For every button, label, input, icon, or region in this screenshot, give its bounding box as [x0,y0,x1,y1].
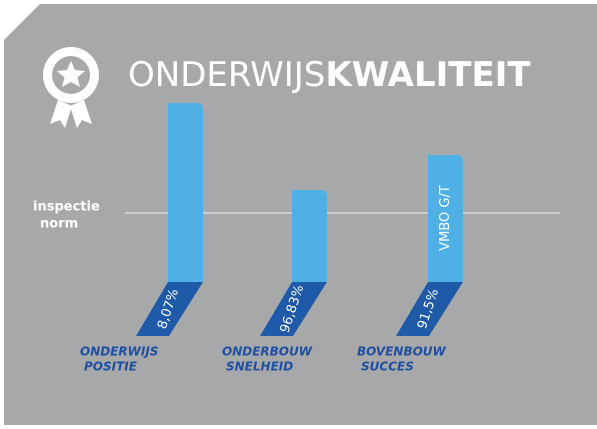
category-label: SUCCES [361,360,414,374]
bar [292,190,327,282]
category-label: ONDERBOUW [222,345,313,359]
bar [168,103,203,282]
reference-label: norm [40,217,78,232]
reference-label: inspectie [33,200,100,215]
badge-icon [43,47,99,128]
bar-base [260,282,327,336]
bar [428,155,463,282]
title: ONDERWIJSKWALITEIT [128,55,531,95]
bar-note: VMBO G/T [438,185,453,251]
title-bold: KWALITEIT [325,55,531,95]
category-label: ONDERWIJS [80,345,158,359]
bar-base [136,282,203,336]
category-label: SNELHEID [226,360,293,374]
bar-base [396,282,463,336]
category-label: BOVENBOUW [357,345,447,359]
title-light: ONDERWIJS [128,55,325,95]
category-label: POSITIE [84,360,138,374]
